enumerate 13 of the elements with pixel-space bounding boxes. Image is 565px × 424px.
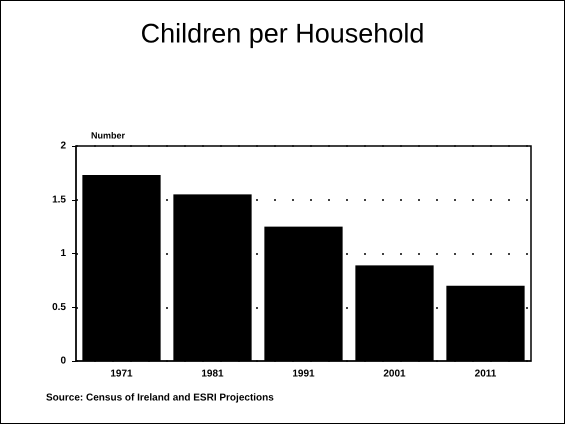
y-axis-title: Number — [91, 130, 126, 140]
y-tick-label: 0 — [60, 356, 66, 366]
y-tick-label: 2 — [60, 140, 66, 152]
x-tick-label: 1971 — [110, 368, 134, 380]
chart-title: Children per Household — [140, 18, 424, 48]
source-note: Source: Census of Ireland and ESRI Projections — [46, 392, 274, 404]
x-tick-label: 2001 — [383, 368, 406, 380]
x-tick-label: 1991 — [292, 368, 316, 380]
y-tick-label: 1.5 — [52, 194, 66, 206]
y-tick-label: 1 — [60, 248, 66, 259]
x-tick-label: 2011 — [474, 368, 497, 380]
y-tick-label: 0.5 — [52, 302, 66, 313]
x-tick-label: 1981 — [201, 368, 224, 380]
